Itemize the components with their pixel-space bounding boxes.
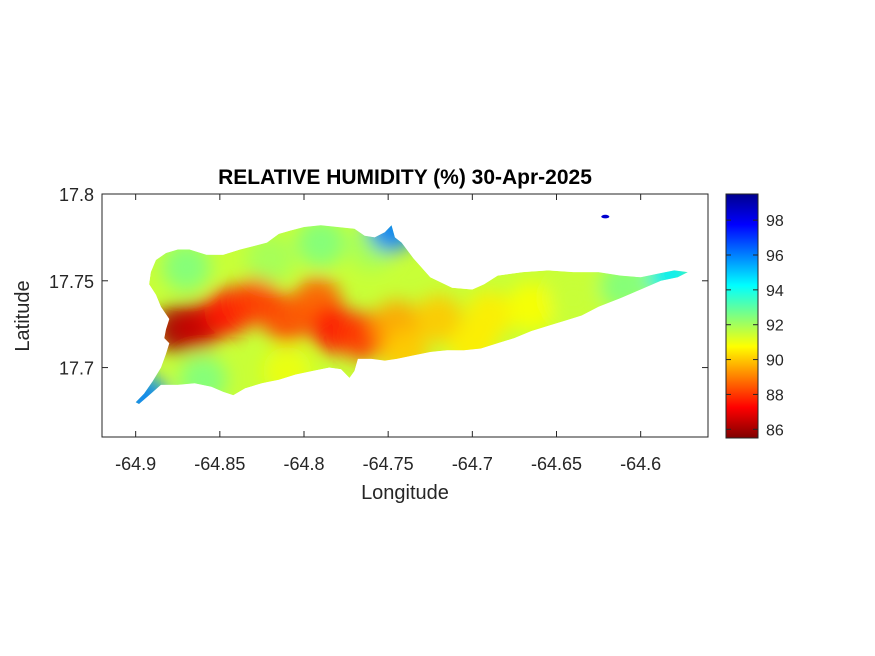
offshore-islet	[601, 214, 610, 219]
y-axis-label: Latitude	[12, 280, 34, 351]
colorbar-tick-label: 96	[766, 248, 784, 265]
humidity-hotspots	[135, 225, 688, 404]
x-axis: -64.9 -64.85 -64.8 -64.75 -64.7 -64.65 -64.6	[115, 194, 661, 474]
y-axis: 17.7 17.75 17.8	[49, 185, 708, 379]
colorbar-tick-label: 90	[766, 353, 784, 370]
x-tick-label: -64.65	[531, 454, 582, 474]
colorbar-gradient	[725, 193, 759, 439]
humidity-hotspot-12	[549, 274, 598, 323]
x-axis-label: Longitude	[361, 482, 449, 504]
humidity-hotspot-19	[367, 225, 416, 253]
colorbar-tick-label: 94	[766, 283, 784, 300]
x-tick-label: -64.6	[620, 454, 661, 474]
colorbar-tick-label: 98	[766, 213, 784, 230]
humidity-hotspot-22	[263, 347, 312, 395]
x-tick-label: -64.75	[363, 454, 414, 474]
humidity-field	[135, 225, 688, 404]
colorbar: 86 88 90 92 94 96 98	[725, 193, 784, 439]
humidity-hotspot-15	[162, 242, 211, 291]
humidity-hotspot-20	[135, 374, 169, 404]
y-tick-label: 17.75	[49, 272, 94, 292]
y-tick-label: 17.8	[59, 185, 94, 205]
colorbar-ticks: 86 88 90 92 94 96 98	[726, 213, 784, 439]
plot-frame	[101, 193, 709, 438]
humidity-hotspot-17	[296, 225, 345, 267]
colorbar-tick-label: 88	[766, 387, 784, 404]
x-tick-label: -64.7	[452, 454, 493, 474]
extra-features	[601, 214, 610, 219]
humidity-hotspot-13	[599, 262, 648, 310]
x-tick-label: -64.8	[283, 454, 324, 474]
x-tick-label: -64.9	[115, 454, 156, 474]
colorbar-tick-label: 92	[766, 318, 784, 335]
plot-area	[101, 193, 709, 438]
humidity-hotspot-14	[647, 251, 688, 300]
humidity-hotspot-16	[246, 234, 295, 283]
humidity-hotspot-9	[414, 295, 463, 343]
humidity-hotspot-24	[448, 322, 497, 371]
humidity-hotspot-21	[179, 355, 227, 404]
x-tick-label: -64.85	[194, 454, 245, 474]
colorbar-tick-label: 86	[766, 422, 784, 439]
humidity-hotspot-11	[507, 282, 556, 331]
humidity-hotspot-23	[381, 329, 429, 378]
y-tick-label: 17.7	[59, 359, 94, 379]
chart-title: RELATIVE HUMIDITY (%) 30-Apr-2025	[218, 166, 592, 189]
